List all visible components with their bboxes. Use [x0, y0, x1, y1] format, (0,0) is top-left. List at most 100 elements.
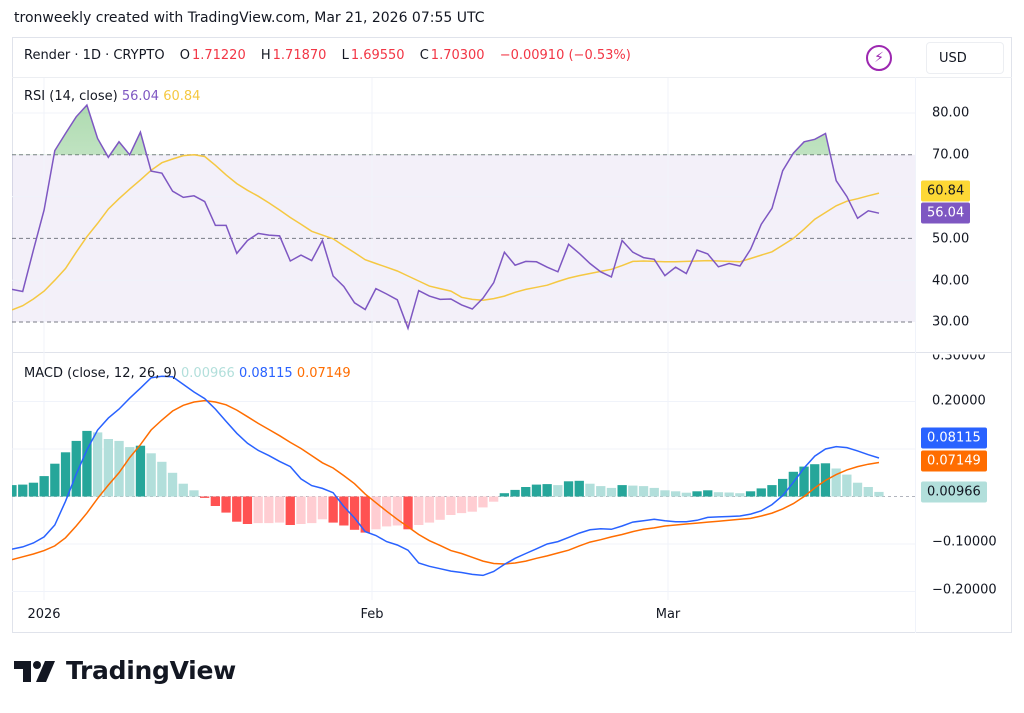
macd-histogram-bar	[125, 447, 135, 497]
macd-histogram-bar	[12, 485, 17, 497]
currency-button[interactable]: USD	[926, 42, 1004, 74]
rsi-pane	[12, 103, 880, 331]
macd-histogram-bar	[446, 496, 456, 515]
macd-line	[12, 375, 880, 577]
rsi-axis-label: 50.00	[932, 231, 970, 247]
macd-histogram-bar	[831, 468, 841, 497]
macd-histogram-bar	[585, 483, 595, 497]
macd-histogram-bar	[242, 496, 253, 524]
rsi-ma-legend-value: 60.84	[163, 89, 201, 104]
macd-legend-value: 0.08115	[238, 366, 293, 381]
macd-histogram-bar	[799, 466, 809, 497]
macd-histogram-bar	[60, 452, 71, 497]
macd-histogram-bar	[489, 496, 499, 502]
hist-legend-value: 0.00966	[181, 366, 235, 381]
time-axis-label: Mar	[655, 607, 681, 622]
macd-histogram-bar	[50, 463, 60, 497]
macd-price-badge: 0.08115	[921, 427, 987, 449]
macd-histogram-bar	[146, 453, 156, 497]
macd-histogram-bar	[296, 496, 306, 524]
chart-frame	[12, 37, 1012, 633]
rsi-ma-price-badge: 60.84	[921, 180, 971, 202]
lightning-icon[interactable]: ⚡︎	[866, 45, 892, 71]
rsi-axis-label: 80.00	[932, 105, 970, 121]
macd-histogram-bar	[328, 496, 338, 523]
macd-histogram-bar	[414, 496, 424, 525]
chart-caption: tronweekly created with TradingView.com,…	[14, 10, 485, 26]
open-value: 1.71220	[191, 48, 246, 63]
macd-histogram-bar	[264, 496, 274, 524]
rsi-axis-label: 40.00	[932, 273, 970, 289]
macd-histogram-bar	[788, 471, 798, 497]
macd-histogram-bar	[392, 496, 402, 526]
macd-histogram-bar	[713, 492, 724, 497]
macd-histogram-bar	[371, 496, 381, 530]
macd-axis-label: 0.30000	[932, 348, 986, 364]
tradingview-logo[interactable]: TradingView	[14, 656, 236, 685]
macd-histogram-bar	[339, 496, 349, 526]
macd-histogram-bar	[617, 485, 627, 497]
macd-histogram-bar	[724, 492, 734, 497]
pane-divider[interactable]	[12, 352, 1012, 353]
high-label: H	[260, 48, 271, 63]
macd-legend[interactable]: MACD (close, 12, 26, 9) 0.00966 0.08115 …	[24, 366, 351, 381]
macd-histogram-bar	[82, 430, 92, 497]
macd-histogram-bar	[93, 432, 103, 497]
macd-histogram-bar	[810, 464, 820, 497]
close-label: C	[419, 48, 429, 63]
signal-legend-value: 0.07149	[296, 366, 351, 381]
macd-histogram-bar	[167, 472, 178, 497]
macd-histogram-bar	[157, 461, 167, 497]
macd-histogram-bar	[467, 496, 477, 512]
macd-histogram-bar	[478, 496, 488, 508]
header-divider	[12, 77, 1012, 78]
macd-pane	[12, 375, 884, 577]
macd-histogram-bar	[553, 485, 563, 497]
macd-histogram-bar	[424, 496, 435, 523]
macd-histogram-bar	[671, 491, 681, 497]
symbol-legend[interactable]: Render · 1D · CRYPTO O 1.71220 H 1.71870 L…	[24, 48, 633, 63]
macd-histogram-bar	[649, 487, 659, 497]
macd-histogram-bar	[638, 486, 649, 497]
macd-histogram-bar	[285, 496, 295, 525]
macd-histogram-bar	[274, 496, 285, 523]
macd-histogram-bar	[874, 491, 884, 497]
rsi-legend[interactable]: RSI (14, close) 56.04 60.84	[24, 89, 200, 104]
symbol-info[interactable]: Render · 1D · CRYPTO	[24, 48, 165, 63]
macd-axis-label: −0.20000	[932, 582, 997, 598]
signal-price-badge: 0.07149	[921, 450, 987, 472]
macd-histogram-bar	[232, 496, 242, 522]
macd-histogram-bar	[735, 493, 745, 497]
rsi-ma-line	[12, 154, 880, 311]
macd-histogram-bar	[18, 484, 28, 497]
macd-histogram-bar	[221, 496, 231, 513]
macd-histogram-bar	[210, 496, 220, 506]
rsi-legend-value: 56.04	[121, 89, 160, 104]
macd-histogram-bar	[39, 476, 49, 497]
macd-histogram-bar	[852, 482, 863, 497]
macd-histogram-bar	[628, 485, 638, 497]
macd-histogram-bar	[703, 490, 713, 497]
rsi-line	[12, 103, 880, 331]
macd-axis-label: 0.20000	[932, 393, 986, 409]
rsi-price-badge: 56.04	[921, 202, 971, 224]
macd-histogram-bar	[596, 486, 606, 497]
macd-axis-label: −0.10000	[932, 534, 997, 550]
macd-histogram-bar	[28, 482, 39, 497]
macd-histogram-bar	[135, 445, 146, 497]
macd-histogram-bar	[756, 488, 766, 497]
macd-histogram-bar	[681, 492, 691, 497]
rsi-overbought-fill	[12, 105, 879, 155]
rsi-axis-label: 30.00	[932, 314, 970, 330]
macd-histogram-bar	[606, 487, 617, 497]
change-value: −0.00910 (−0.53%)	[499, 48, 631, 63]
tradingview-logo-icon	[14, 660, 55, 682]
macd-histogram-bar	[71, 440, 81, 497]
grid-lines	[12, 78, 915, 600]
macd-histogram-bar	[435, 496, 445, 520]
time-axis-label: Feb	[360, 607, 384, 622]
macd-histogram-bar	[456, 496, 467, 514]
price-axis-divider	[915, 77, 916, 633]
macd-histogram-bar	[349, 496, 360, 530]
